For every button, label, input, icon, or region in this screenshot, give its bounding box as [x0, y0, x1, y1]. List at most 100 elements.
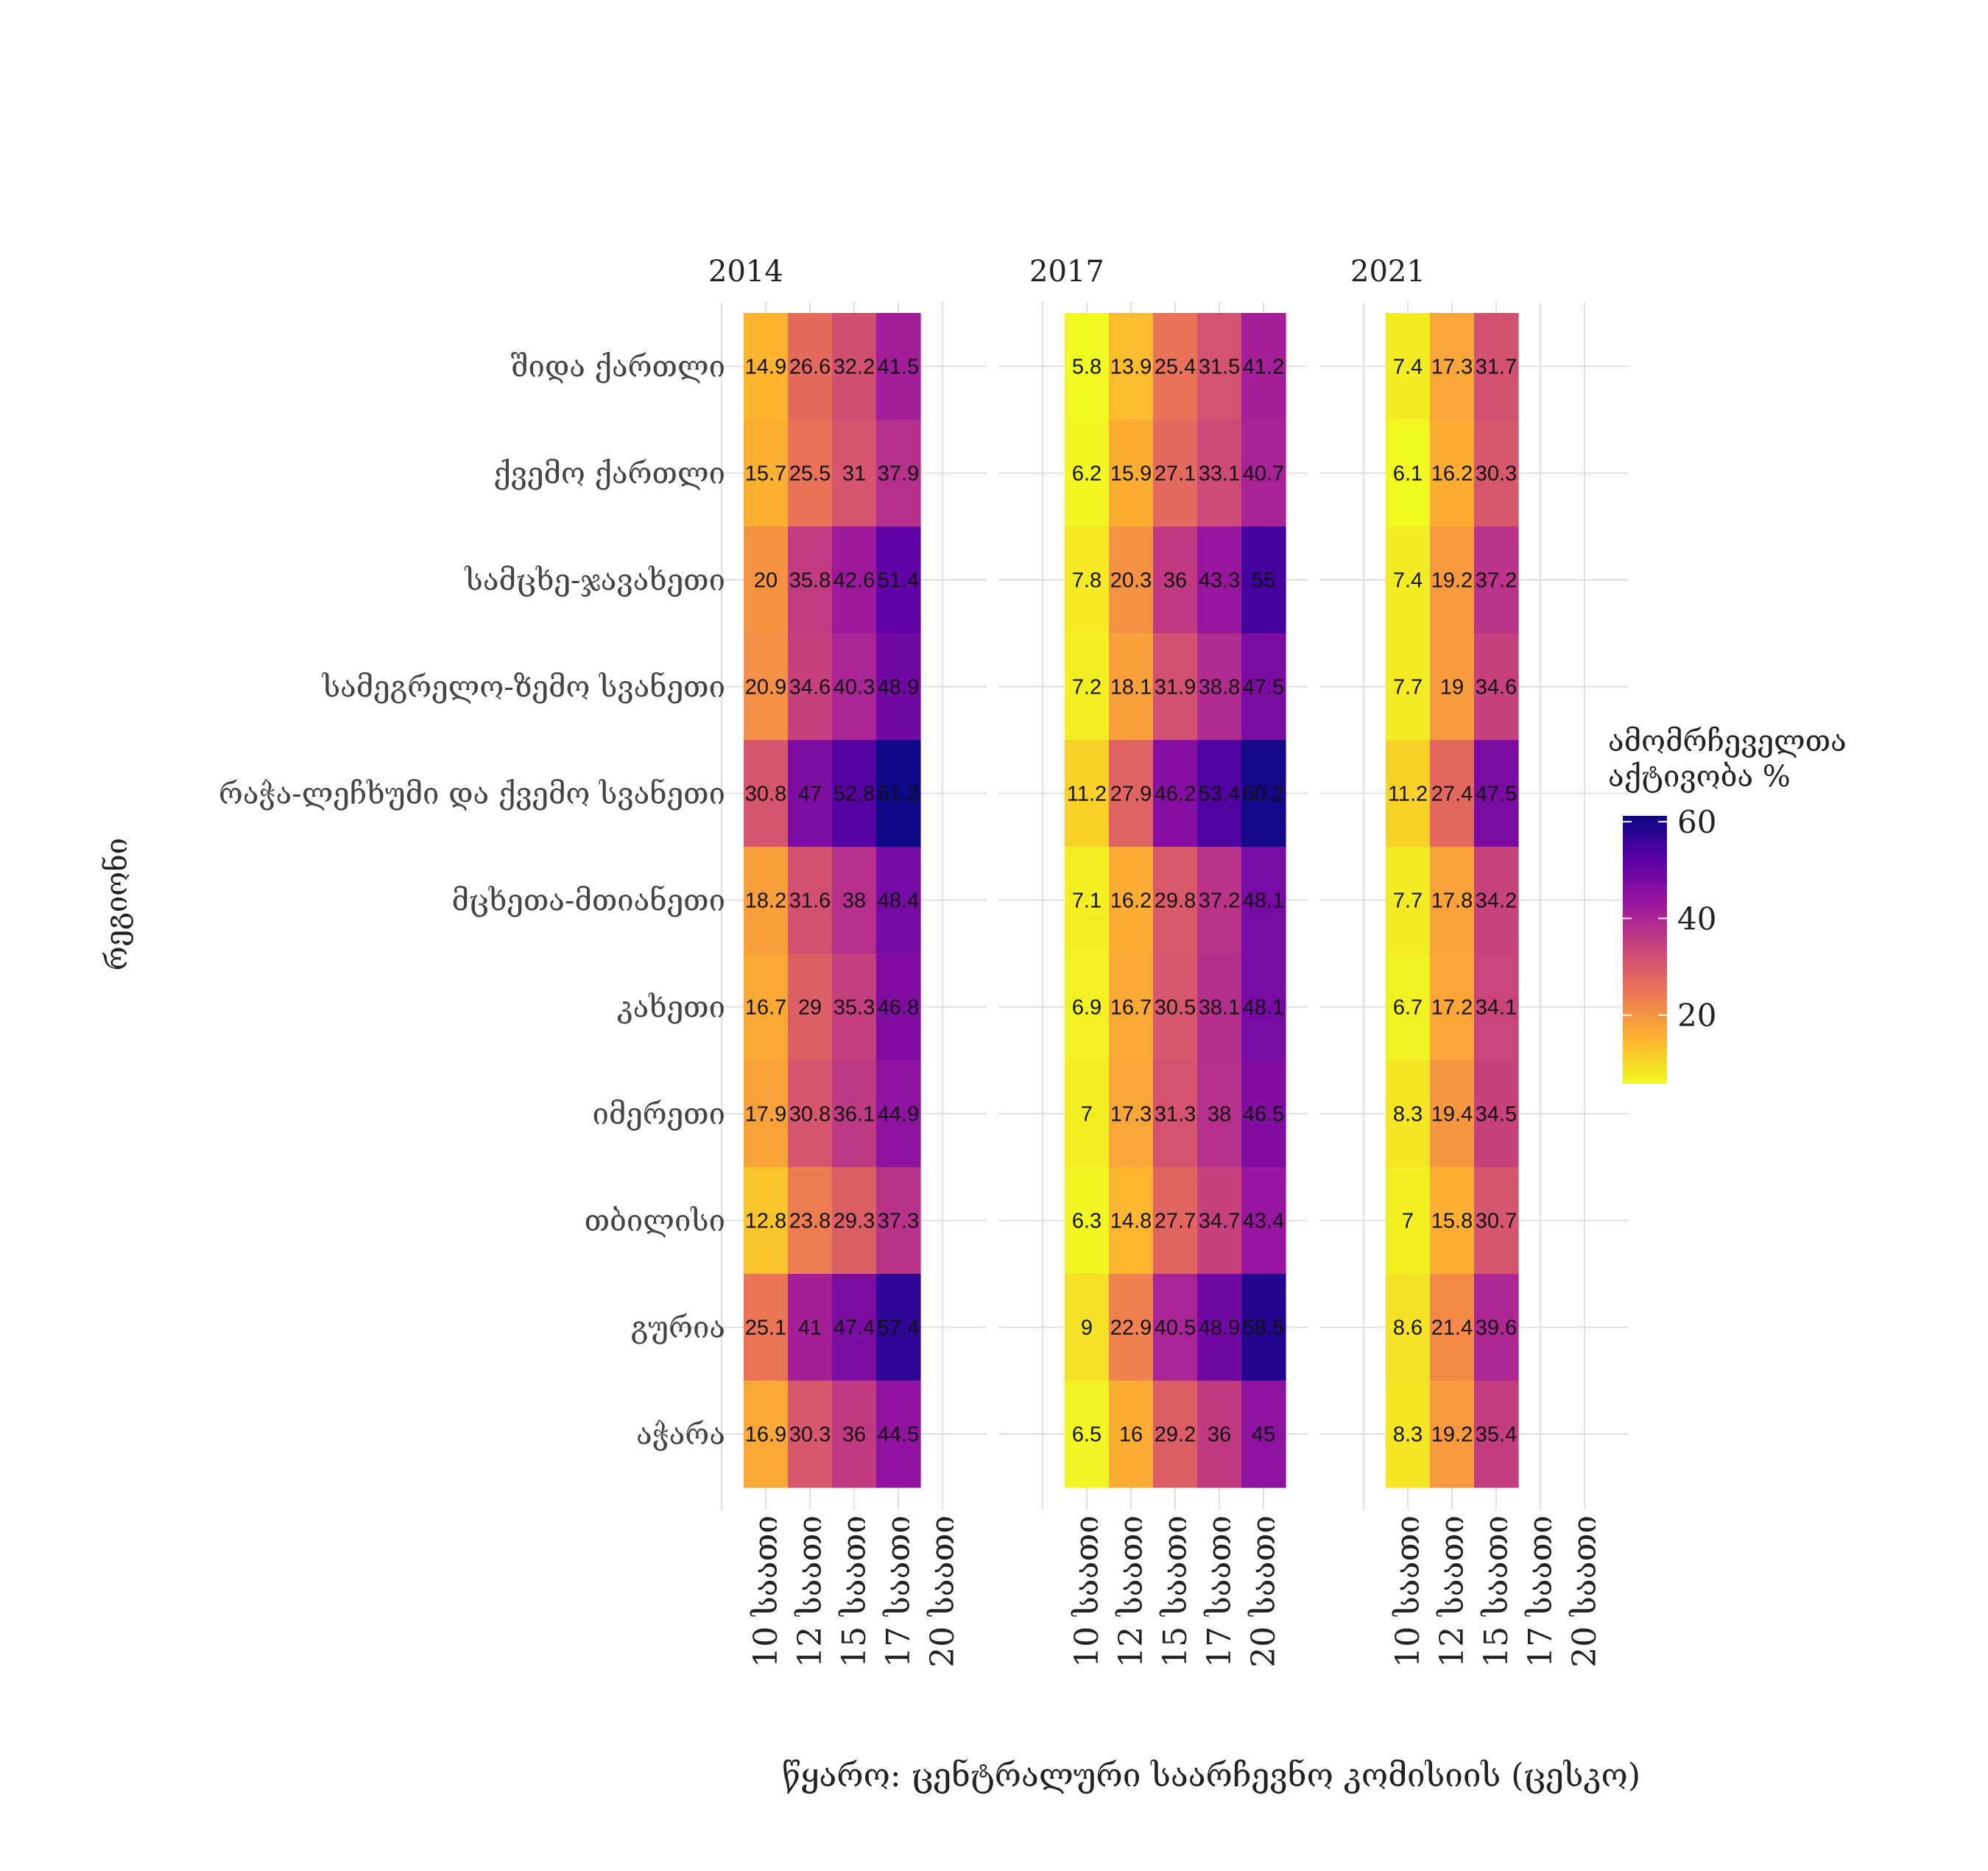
heatmap-cell-fill — [1065, 954, 1110, 1061]
cell-value-label: 34.7 — [1199, 1210, 1240, 1233]
heatmap-cell-fill — [832, 1060, 877, 1168]
heatmap-cell-fill — [1109, 1167, 1154, 1275]
x-tick-label: 17 საათი — [1201, 1515, 1238, 1668]
cell-value-label: 58.5 — [1243, 1317, 1284, 1340]
cell-value-label: 12.8 — [745, 1210, 786, 1233]
heatmap-cell: 42.6 — [832, 526, 877, 634]
heatmap-cell: 16 — [1109, 1381, 1154, 1488]
heatmap-cell-fill — [1153, 847, 1198, 954]
cell-value-label: 31.3 — [1155, 1103, 1196, 1127]
cell-value-label: 29.2 — [1155, 1423, 1196, 1447]
cell-value-label: 8.3 — [1393, 1423, 1423, 1447]
heatmap-cell-fill — [1109, 847, 1154, 954]
heatmap-cell: 34.7 — [1197, 1167, 1242, 1275]
heatmap-cell-fill — [744, 633, 789, 741]
cell-value-label: 30.3 — [1476, 462, 1517, 486]
heatmap-cell: 8.3 — [1386, 1381, 1431, 1488]
cell-value-label: 40.3 — [833, 676, 875, 700]
cell-value-label: 26.6 — [789, 356, 831, 379]
heatmap-cell-fill — [1386, 1060, 1431, 1168]
cell-value-label: 43.3 — [1199, 569, 1240, 593]
heatmap-cell-fill — [788, 847, 833, 954]
cell-value-label: 47.5 — [1476, 783, 1517, 806]
heatmap-cell-fill — [876, 526, 921, 634]
legend-colorbar — [1623, 816, 1667, 1084]
region-label: თბილისი — [585, 1205, 725, 1238]
heatmap-cell-fill — [1241, 954, 1286, 1061]
x-tick-label: 10 საათი — [1068, 1515, 1106, 1668]
cell-value-label: 7.1 — [1072, 889, 1101, 913]
cell-value-label: 46.2 — [1155, 783, 1196, 806]
heatmap-cell-fill — [1153, 420, 1198, 527]
heatmap-cell: 19.4 — [1430, 1060, 1475, 1168]
heatmap-cell-fill — [1430, 420, 1475, 527]
heatmap-cell-fill — [1474, 313, 1519, 420]
heatmap-cell: 47.5 — [1241, 633, 1286, 741]
heatmap-cell-fill — [1065, 847, 1110, 954]
heatmap-cell-fill — [1241, 1060, 1286, 1168]
cell-value-label: 41.5 — [878, 356, 919, 379]
cell-value-label: 32.2 — [833, 356, 875, 379]
cell-value-label: 35.8 — [789, 569, 831, 593]
heatmap-cell: 48.9 — [876, 633, 921, 741]
heatmap-cell: 48.1 — [1241, 954, 1286, 1061]
heatmap-cell: 27.7 — [1153, 1167, 1198, 1275]
heatmap-cell: 55 — [1241, 526, 1286, 634]
cell-value-label: 38 — [842, 889, 866, 913]
heatmap-cell: 8.6 — [1386, 1274, 1431, 1381]
heatmap-cell-fill — [1197, 1381, 1242, 1488]
cell-value-label: 30.7 — [1476, 1210, 1517, 1233]
x-tick-label: 20 საათი — [1566, 1515, 1604, 1668]
x-tick-label: 12 საათი — [792, 1515, 829, 1668]
heatmap-cell: 7.7 — [1386, 847, 1431, 954]
cell-value-label: 15.7 — [745, 462, 786, 486]
cell-value-label: 34.5 — [1476, 1103, 1517, 1127]
heatmap-cell-fill — [788, 526, 833, 634]
heatmap-cell: 32.2 — [832, 313, 877, 420]
heatmap-cell: 37.2 — [1474, 526, 1519, 634]
heatmap-cell: 6.9 — [1065, 954, 1110, 1061]
cell-value-label: 47 — [798, 783, 822, 806]
cell-value-label: 17.9 — [745, 1103, 786, 1127]
heatmap-cell: 58.5 — [1241, 1274, 1286, 1381]
heatmap-cell: 35.8 — [788, 526, 833, 634]
heatmap-cell-fill — [744, 313, 789, 420]
heatmap-cell: 16.7 — [1109, 954, 1154, 1061]
heatmap-cell-fill — [832, 740, 877, 848]
cell-value-label: 16.7 — [745, 996, 786, 1020]
region-label: ქვემო ქართლი — [493, 457, 725, 491]
cell-value-label: 8.6 — [1393, 1317, 1423, 1340]
cell-value-label: 35.3 — [833, 996, 875, 1020]
heatmap-cell-fill — [1153, 1167, 1198, 1275]
heatmap-cell-fill — [744, 1167, 789, 1275]
heatmap-cell: 53.4 — [1197, 740, 1242, 848]
cell-value-label: 31.5 — [1199, 356, 1240, 379]
cell-value-label: 47.5 — [1243, 676, 1284, 700]
heatmap-cell: 21.4 — [1430, 1274, 1475, 1381]
heatmap-cell: 34.1 — [1474, 954, 1519, 1061]
heatmap-cell: 47.4 — [832, 1274, 877, 1381]
region-label: სამცხე-ჯავახეთი — [465, 564, 725, 598]
heatmap-cell-fill — [876, 313, 921, 420]
heatmap-cell-fill — [1153, 954, 1198, 1061]
heatmap-cell-fill — [744, 740, 789, 848]
cell-value-label: 42.6 — [833, 569, 875, 593]
heatmap-cell: 51.4 — [876, 526, 921, 634]
heatmap-cell: 7.7 — [1386, 633, 1431, 741]
heatmap-cell: 30.8 — [744, 740, 789, 848]
heatmap-cell: 52.8 — [832, 740, 877, 848]
heatmap-cell: 38 — [832, 847, 877, 954]
heatmap-cell: 47 — [788, 740, 833, 848]
heatmap-cell-fill — [1386, 847, 1431, 954]
heatmap-cell-fill — [1386, 1167, 1431, 1275]
heatmap-cell-fill — [1109, 954, 1154, 1061]
heatmap-cell: 7 — [1065, 1060, 1110, 1168]
heatmap-cell-fill — [1474, 1060, 1519, 1168]
heatmap-cell: 15.8 — [1430, 1167, 1475, 1275]
heatmap-cell: 19.2 — [1430, 526, 1475, 634]
cell-value-label: 22.9 — [1110, 1317, 1152, 1340]
y-axis-title: რეგიონი — [100, 838, 134, 970]
heatmap-cell-fill — [1197, 313, 1242, 420]
legend-tick-label: 60 — [1677, 804, 1716, 840]
cell-value-label: 19 — [1440, 676, 1464, 700]
